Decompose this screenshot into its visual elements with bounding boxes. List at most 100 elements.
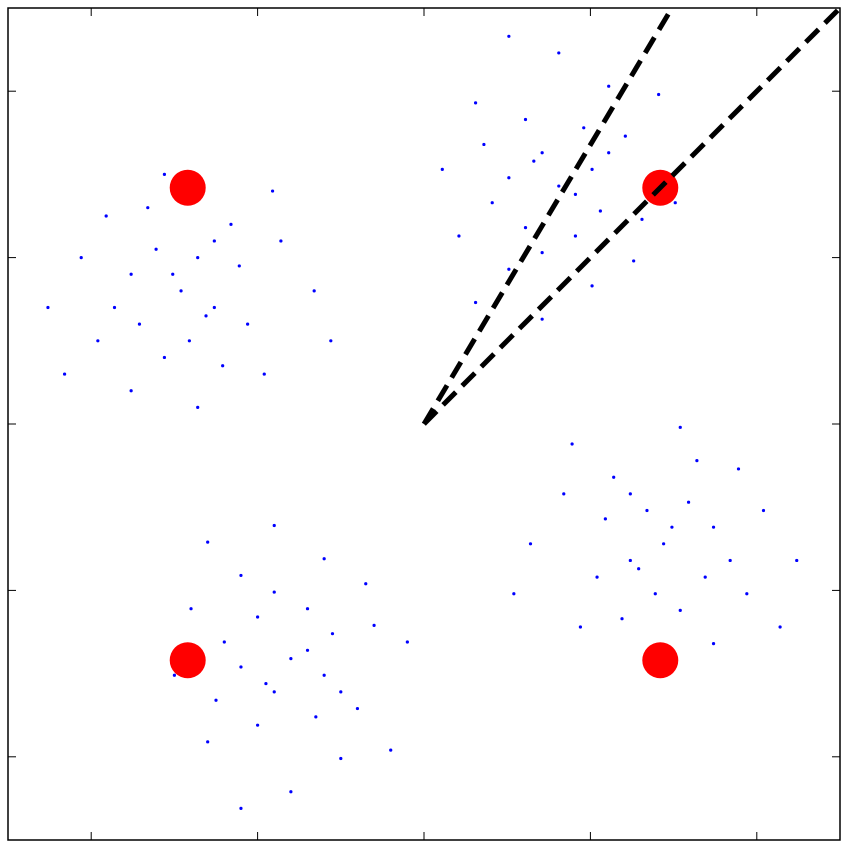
point [169,169,206,206]
point [557,51,561,55]
point [657,92,661,97]
point [507,267,511,271]
point [204,314,208,318]
point [162,172,167,176]
point [540,151,544,155]
point [562,492,566,496]
point [214,698,218,702]
point [212,305,216,310]
point [457,234,461,238]
point [507,34,511,38]
point [329,339,333,343]
point [540,317,544,321]
point [473,300,478,305]
point [528,542,533,546]
point [322,557,326,561]
point [104,214,108,218]
point [221,364,225,368]
point [206,740,210,744]
point [595,575,599,579]
point [187,339,191,343]
point [112,305,117,310]
point [512,592,516,596]
point [632,259,636,263]
point [405,640,409,644]
point [607,151,611,155]
point [171,272,175,276]
point [523,226,528,230]
point [678,425,682,429]
point [179,289,183,293]
point [239,806,243,810]
point [272,590,276,594]
plot-area [46,6,841,810]
point [540,251,544,255]
point [237,264,241,268]
point [578,625,583,629]
point [189,607,193,611]
point [695,459,699,463]
point [129,389,133,393]
point [628,492,632,496]
point [590,167,594,172]
point [172,673,176,677]
point [620,617,624,621]
point [196,405,200,409]
point [312,289,316,293]
point [96,339,100,343]
point [305,607,310,611]
point [339,690,343,694]
point [279,239,283,243]
point [745,592,749,596]
point [339,756,343,761]
point [322,673,326,677]
point [778,625,782,629]
point [612,475,616,479]
point [686,500,691,504]
point [628,558,632,563]
point [146,206,150,210]
point [46,305,50,310]
point [212,239,216,243]
point [239,573,243,578]
point [728,558,732,563]
point [372,623,376,627]
point [573,234,578,238]
point [79,256,83,260]
point [490,201,494,205]
point [239,665,243,669]
point [330,632,335,636]
point [129,272,133,276]
point [662,542,666,546]
point [222,640,226,644]
point [711,525,716,529]
point [557,184,561,188]
point [154,247,158,251]
point [256,723,260,727]
point [703,575,707,579]
point [162,355,167,360]
point [262,372,266,376]
point [289,790,293,794]
point [637,567,641,571]
point [355,706,360,711]
point [62,372,67,376]
point [678,608,682,612]
point [229,222,233,226]
point [389,748,393,752]
point [582,126,586,130]
point [482,142,486,147]
point [473,101,478,105]
point [440,167,444,172]
point [264,681,268,686]
point [206,540,210,544]
point [507,176,511,180]
point [642,642,679,679]
point [673,201,677,205]
point [640,217,644,221]
point [653,592,657,596]
point [314,715,318,719]
point [603,517,607,521]
point [305,648,310,652]
